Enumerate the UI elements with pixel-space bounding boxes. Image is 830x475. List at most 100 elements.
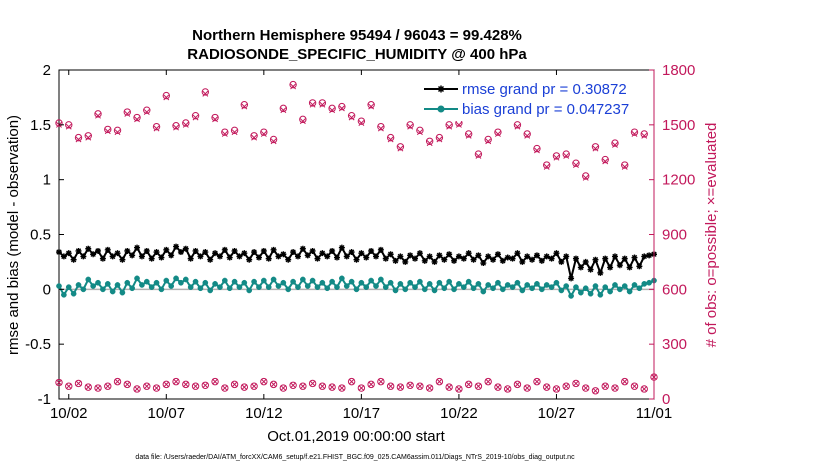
obs-possible-marker-high-7 — [123, 108, 131, 116]
rmse-point-30 — [202, 249, 209, 256]
rmse-point-47 — [285, 256, 292, 263]
legend-label-bias: bias grand pr = 0.047237 — [462, 101, 629, 118]
obs-possible-marker-high-48 — [523, 130, 531, 138]
bias-point-43 — [265, 284, 272, 290]
obs-evaluated-marker-high-12 — [173, 124, 180, 131]
obs-possible-marker-high-38 — [425, 137, 434, 145]
obs-possible-marker-high-4 — [94, 110, 102, 118]
bias-point-16 — [134, 275, 140, 282]
rmse-point-69 — [392, 257, 399, 264]
obs-possible-marker-high-43 — [474, 150, 483, 158]
obs-possible-marker-low-26 — [308, 379, 317, 388]
obs-evaluated-marker-high-25 — [299, 118, 306, 125]
rmse-point-62 — [358, 250, 365, 257]
obs-evaluated-marker-high-30 — [348, 114, 355, 121]
y-left-tick-label-2: 0 — [43, 281, 51, 298]
rmse-point-0 — [56, 249, 62, 256]
obs-possible-marker-high-24 — [289, 80, 297, 89]
obs-evaluated-marker-low-19 — [241, 384, 248, 391]
obs-possible-marker-low-38 — [425, 384, 434, 392]
obs-possible-marker-low-18 — [230, 380, 239, 389]
obs-possible-marker-high-21 — [260, 128, 268, 136]
obs-evaluated-marker-high-53 — [573, 162, 579, 168]
rmse-point-23 — [168, 252, 175, 259]
obs-possible-marker-high-2 — [74, 133, 83, 142]
obs-evaluated-marker-high-7 — [124, 110, 131, 117]
rmse-point-67 — [382, 255, 389, 262]
bias-point-8 — [95, 279, 101, 286]
rmse-point-11 — [109, 253, 116, 260]
bias-point-70 — [397, 281, 404, 287]
obs-possible-marker-low-23 — [279, 384, 288, 392]
bias-point-11 — [109, 288, 116, 295]
bias-point-102 — [553, 279, 560, 286]
obs-possible-marker-high-57 — [611, 139, 619, 147]
obs-evaluated-marker-low-37 — [416, 383, 423, 390]
rmse-point-113 — [607, 264, 614, 271]
obs-evaluated-marker-high-52 — [563, 152, 570, 159]
rmse-point-87 — [480, 260, 487, 267]
obs-possible-marker-low-53 — [572, 379, 580, 388]
rmse-point-28 — [192, 247, 199, 254]
x-tick-label-2: 10/12 — [245, 405, 283, 422]
x-tick-label-1: 10/07 — [148, 405, 186, 422]
obs-evaluated-marker-high-50 — [543, 163, 550, 170]
bias-point-91 — [499, 286, 506, 293]
bias-point-63 — [363, 284, 370, 290]
obs-evaluated-marker-low-52 — [563, 383, 570, 390]
rmse-point-34 — [221, 246, 228, 253]
bias-point-49 — [295, 284, 301, 290]
bias-point-101 — [548, 284, 555, 290]
rmse-point-78 — [436, 252, 443, 259]
rmse-point-4 — [75, 247, 82, 254]
obs-possible-marker-low-19 — [240, 383, 249, 391]
y-left-tick-label-4: 1 — [43, 172, 51, 189]
obs-possible-marker-low-32 — [367, 380, 375, 389]
obs-possible-marker-high-34 — [386, 133, 395, 142]
obs-evaluated-marker-low-50 — [543, 384, 550, 391]
bias-point-17 — [139, 282, 145, 288]
obs-possible-marker-low-22 — [269, 380, 278, 389]
x-tick-label-5: 10/27 — [538, 405, 576, 422]
obs-evaluated-marker-low-36 — [407, 382, 414, 389]
rmse-point-64 — [368, 247, 375, 254]
y-right-tick-label-6: 1800 — [662, 62, 695, 79]
obs-evaluated-marker-high-35 — [397, 145, 404, 152]
bias-point-46 — [280, 279, 287, 286]
bias-point-25 — [178, 279, 184, 286]
bias-point-82 — [456, 281, 462, 287]
rmse-point-106 — [572, 255, 579, 262]
x-axis-label: Oct.01,2019 00:00:00 start — [267, 428, 445, 445]
obs-evaluated-marker-high-51 — [553, 154, 560, 161]
obs-evaluated-marker-high-31 — [358, 120, 365, 126]
obs-evaluated-marker-high-38 — [426, 140, 433, 147]
y-right-axis-ticks: 0 300 600 900 1200 1500 1800 — [649, 62, 695, 408]
rmse-point-32 — [212, 250, 219, 257]
bias-point-75 — [421, 286, 428, 293]
rmse-point-88 — [485, 253, 492, 260]
rmse-point-7 — [90, 251, 97, 258]
rmse-point-55 — [324, 253, 331, 260]
bias-point-14 — [124, 279, 131, 286]
bias-point-120 — [641, 281, 648, 287]
rmse-point-36 — [231, 247, 238, 254]
obs-possible-marker-high-26 — [308, 99, 317, 107]
obs-possible-marker-high-16 — [211, 113, 219, 122]
bias-point-0 — [56, 283, 62, 289]
obs-possible-marker-low-41 — [455, 385, 463, 393]
rmse-point-56 — [329, 247, 336, 254]
bias-point-55 — [324, 285, 331, 292]
rmse-point-14 — [124, 247, 131, 254]
obs-evaluated-marker-low-11 — [163, 381, 170, 388]
x-tick-label-0: 10/02 — [50, 405, 88, 422]
bias-point-84 — [465, 278, 472, 285]
obs-evaluated-marker-high-18 — [231, 129, 238, 136]
obs-possible-marker-low-17 — [221, 384, 229, 392]
obs-evaluated-marker-high-32 — [368, 103, 375, 110]
obs-evaluated-marker-low-59 — [631, 383, 638, 390]
rmse-point-52 — [309, 247, 316, 254]
rmse-point-114 — [611, 253, 618, 260]
obs-evaluated-marker-low-20 — [251, 383, 258, 390]
obs-possible-marker-high-30 — [347, 111, 356, 120]
